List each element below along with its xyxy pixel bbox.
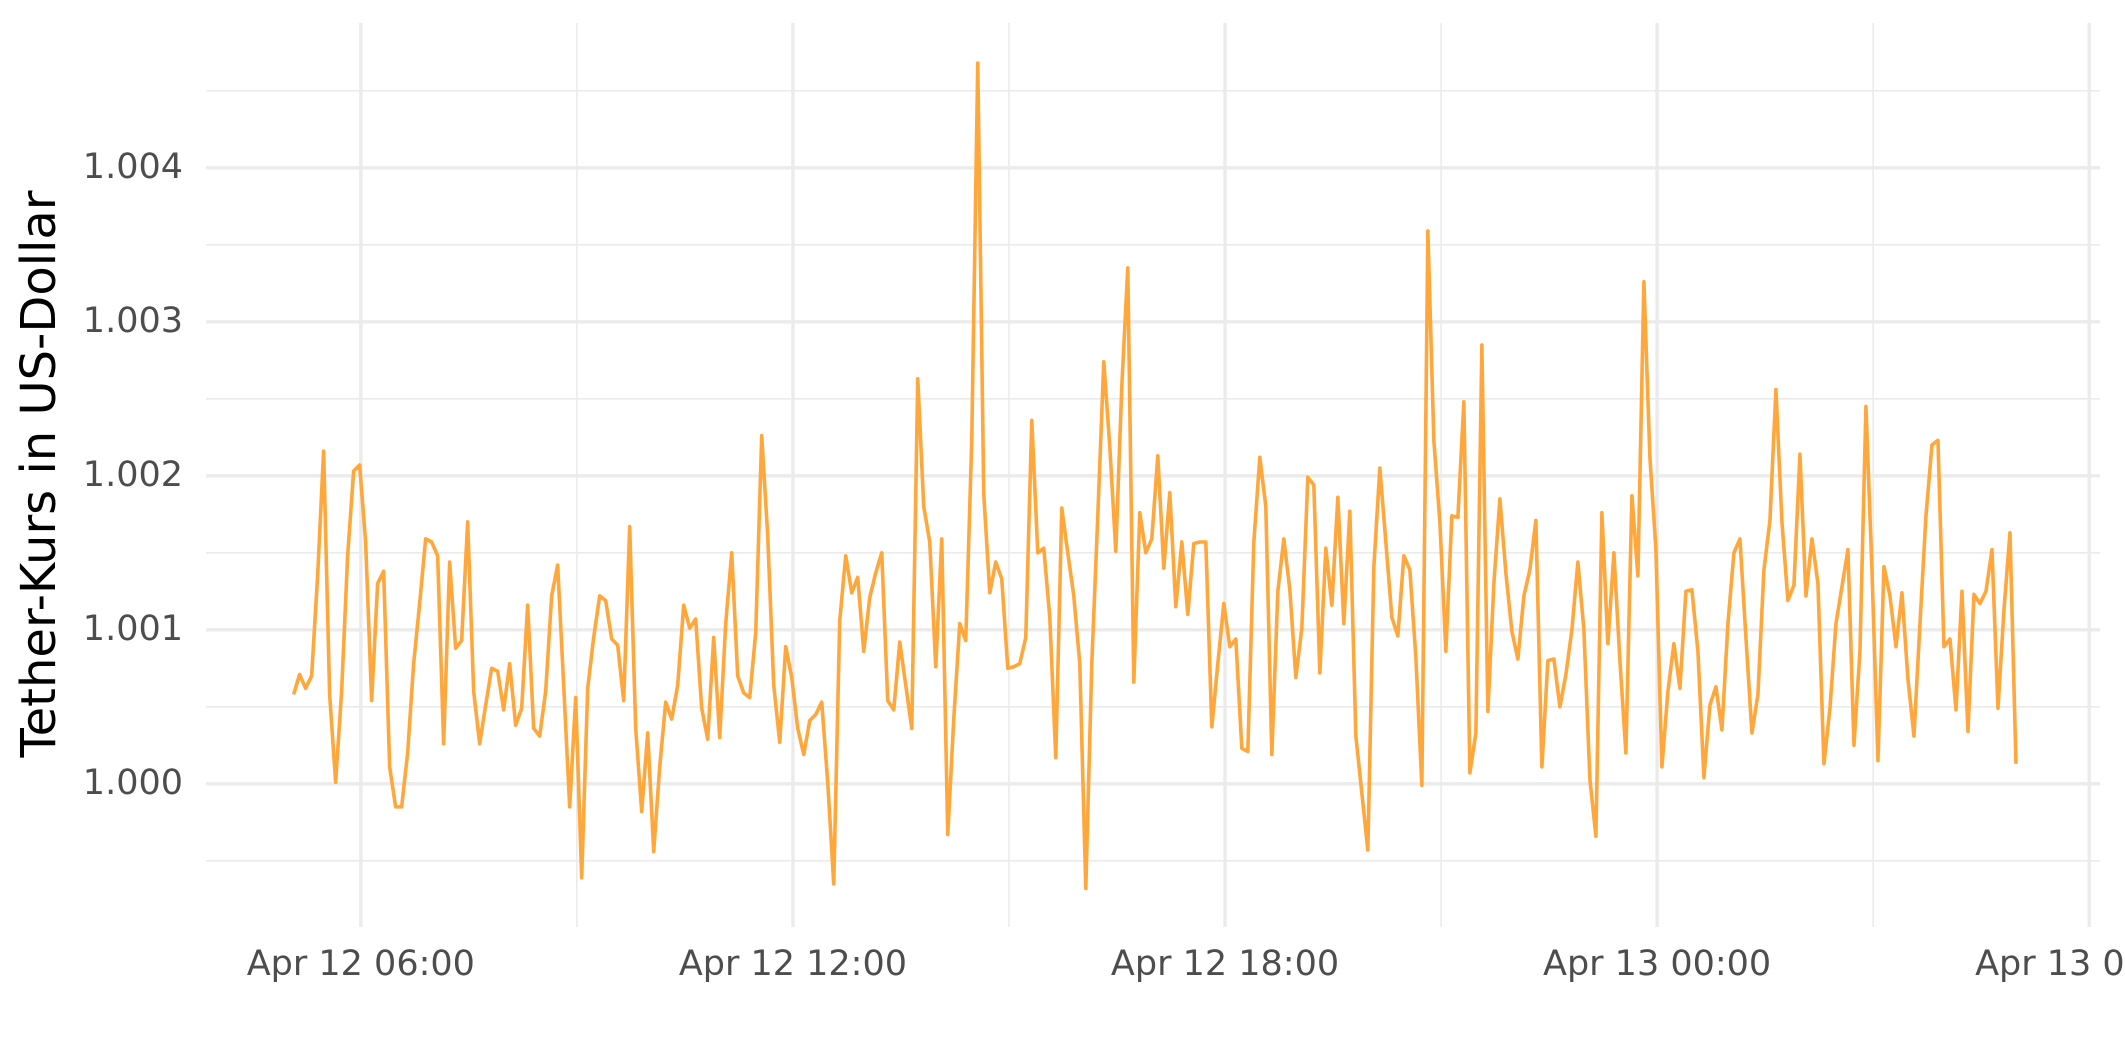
- y-tick-label: 1.004: [83, 147, 183, 187]
- x-tick-label: Apr 13 06:00: [1975, 944, 2125, 984]
- y-tick-label: 1.002: [83, 455, 183, 495]
- y-tick-label: 1.003: [83, 301, 183, 341]
- x-tick-label: Apr 12 06:00: [247, 944, 475, 984]
- x-tick-label: Apr 12 12:00: [679, 944, 907, 984]
- x-tick-label: Apr 12 18:00: [1111, 944, 1339, 984]
- x-tick-label: Apr 13 00:00: [1543, 944, 1771, 984]
- y-tick-label: 1.000: [83, 763, 183, 803]
- y-tick-label: 1.001: [83, 609, 183, 649]
- y-axis-title: Tether-Kurs in US-Dollar: [11, 190, 67, 758]
- price-line: [291, 61, 2018, 891]
